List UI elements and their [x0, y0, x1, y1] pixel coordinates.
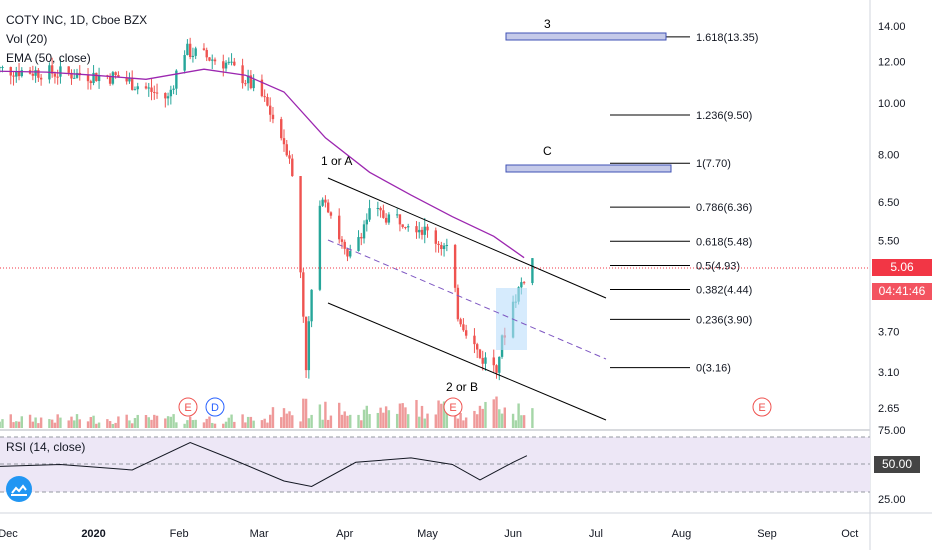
- channel-lower: [327, 302, 607, 421]
- fib-label-5: 0.5(4.93): [696, 261, 740, 273]
- annotation-c: C: [543, 144, 552, 158]
- event-markers: E D E E: [178, 397, 772, 417]
- fib-label-8: 0(3.16): [696, 363, 731, 375]
- candlesticks: [0, 37, 534, 381]
- price-tick-1: 12.00: [878, 56, 906, 68]
- channel-median: [327, 239, 607, 360]
- cloud-logo-icon[interactable]: [6, 476, 32, 502]
- price-tick-2: 10.00: [878, 98, 906, 110]
- ema-legend[interactable]: EMA (50, close): [6, 51, 91, 65]
- time-label-3: Mar: [250, 528, 269, 540]
- channel-upper: [327, 177, 607, 299]
- target-box-3: [505, 32, 667, 41]
- time-label-6: Jun: [504, 528, 522, 540]
- fib-extension: 1.618(13.35) 1.236(9.50) 1(7.70) 0.786(6.36…: [610, 32, 758, 375]
- fib-label-4: 0.618(5.48): [696, 236, 752, 248]
- volume-legend[interactable]: Vol (20): [6, 32, 48, 46]
- price-axis[interactable]: 14.00 12.00 10.00 8.00 6.50 5.50 3.70 3.10 2.65: [878, 21, 906, 415]
- rsi-value-tag: 50.00: [874, 456, 920, 473]
- time-label-0: Dec: [0, 528, 18, 540]
- annotation-3: 3: [544, 17, 551, 31]
- time-label-10: Oct: [841, 528, 858, 540]
- target-box-c: [505, 164, 672, 173]
- ema-line: [0, 68, 525, 259]
- event-earnings-3[interactable]: E: [758, 402, 765, 414]
- rsi-legend[interactable]: RSI (14, close): [6, 440, 86, 454]
- symbol-title[interactable]: COTY INC, 1D, Cboe BZX: [6, 13, 148, 27]
- time-label-8: Aug: [672, 528, 692, 540]
- price-tick-4: 6.50: [878, 197, 899, 209]
- time-label-7: Jul: [589, 528, 603, 540]
- time-axis[interactable]: Dec 2020 Feb Mar Apr May Jun Jul Aug Sep Oct: [0, 528, 858, 540]
- current-price-tag: 5.06: [872, 259, 932, 276]
- time-label-9: Sep: [757, 528, 777, 540]
- event-earnings-1[interactable]: E: [184, 402, 191, 414]
- price-range-box: [496, 288, 527, 350]
- fib-label-3: 0.786(6.36): [696, 202, 752, 214]
- price-tick-0: 14.00: [878, 21, 906, 33]
- price-tick-5: 5.50: [878, 235, 899, 247]
- annotation-1-or-a: 1 or A: [321, 154, 352, 168]
- fib-label-6: 0.382(4.44): [696, 285, 752, 297]
- price-tick-3: 8.00: [878, 149, 899, 161]
- volume-bars: [0, 396, 534, 428]
- fib-label-0: 1.618(13.35): [696, 32, 758, 44]
- event-earnings-2[interactable]: E: [449, 402, 456, 414]
- fib-label-7: 0.236(3.90): [696, 314, 752, 326]
- time-label-1: 2020: [81, 528, 105, 540]
- rsi-line: [0, 441, 528, 488]
- countdown-tag: 04:41:46: [872, 283, 932, 300]
- event-dividend[interactable]: D: [211, 402, 219, 414]
- annotation-2-or-b: 2 or B: [446, 380, 478, 394]
- time-label-2: Feb: [170, 528, 189, 540]
- price-tick-6: 3.70: [878, 326, 899, 338]
- time-label-4: Apr: [336, 528, 353, 540]
- rsi-tick-25: 25.00: [878, 494, 906, 506]
- price-tick-8: 2.65: [878, 403, 899, 415]
- fib-label-1: 1.236(9.50): [696, 110, 752, 122]
- rsi-tick-75: 75.00: [878, 425, 906, 437]
- price-tick-7: 3.10: [878, 367, 899, 379]
- time-label-5: May: [417, 528, 438, 540]
- fib-label-2: 1(7.70): [696, 158, 731, 170]
